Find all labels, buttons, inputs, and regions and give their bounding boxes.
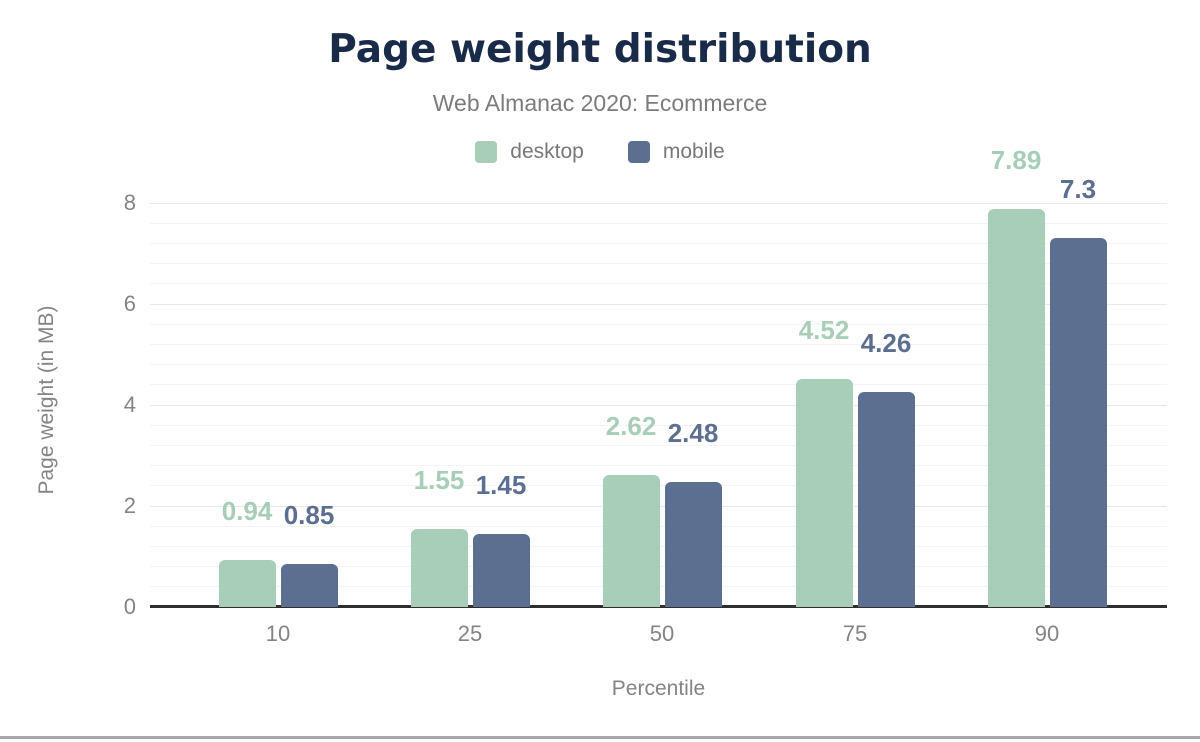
legend: desktop mobile xyxy=(0,140,1200,164)
bar-mobile-10 xyxy=(280,564,338,607)
x-tick-label-75: 75 xyxy=(842,621,868,646)
legend-item-mobile: mobile xyxy=(627,140,725,164)
major-gridline xyxy=(150,202,1167,204)
minor-gridline xyxy=(150,465,1167,467)
bar-mobile-75 xyxy=(857,391,915,607)
y-tick-label: 2 xyxy=(123,493,136,518)
legend-label-desktop: desktop xyxy=(510,140,584,163)
footer-divider xyxy=(0,736,1200,739)
bar-desktop-50 xyxy=(602,474,660,607)
chart-subtitle: Web Almanac 2020: Ecommerce xyxy=(432,90,768,116)
chart-title: Page weight distribution xyxy=(328,27,872,72)
legend-swatch-desktop-icon xyxy=(475,141,498,163)
minor-gridline xyxy=(150,424,1167,426)
y-tick-label: 4 xyxy=(123,392,136,417)
value-label-desktop-10: 0.94 xyxy=(221,495,273,526)
value-label-desktop-75: 4.52 xyxy=(798,314,850,345)
y-tick-label: 0 xyxy=(123,594,136,619)
minor-gridline xyxy=(150,343,1167,345)
y-tick-label: 6 xyxy=(123,291,136,316)
bar-mobile-25 xyxy=(472,533,530,607)
bar-mobile-50 xyxy=(664,481,722,607)
value-label-mobile-90: 7.3 xyxy=(1059,174,1097,205)
x-tick-label-10: 10 xyxy=(265,621,291,646)
legend-label-mobile: mobile xyxy=(662,140,725,163)
bar-desktop-10 xyxy=(218,559,276,607)
minor-gridline xyxy=(150,323,1167,325)
minor-gridline xyxy=(150,283,1167,285)
value-label-mobile-50: 2.48 xyxy=(667,417,719,448)
value-label-mobile-10: 0.85 xyxy=(283,500,335,531)
value-label-mobile-75: 4.26 xyxy=(860,327,912,358)
value-label-desktop-90: 7.89 xyxy=(990,144,1042,175)
minor-gridline xyxy=(150,263,1167,265)
legend-swatch-mobile-icon xyxy=(627,141,650,163)
x-axis-title: Percentile xyxy=(611,677,706,700)
minor-gridline xyxy=(150,364,1167,366)
x-tick-label-90: 90 xyxy=(1034,621,1060,646)
minor-gridline xyxy=(150,222,1167,224)
bar-desktop-25 xyxy=(410,528,468,607)
legend-item-desktop: desktop xyxy=(475,140,584,164)
value-label-desktop-50: 2.62 xyxy=(605,410,657,441)
bar-desktop-90 xyxy=(987,208,1045,607)
y-tick-label: 8 xyxy=(123,190,136,215)
value-label-desktop-25: 1.55 xyxy=(413,464,465,495)
x-tick-label-50: 50 xyxy=(649,621,675,646)
minor-gridline xyxy=(150,242,1167,244)
bar-mobile-90 xyxy=(1049,238,1107,607)
minor-gridline xyxy=(150,384,1167,386)
major-gridline xyxy=(150,303,1167,305)
value-label-mobile-25: 1.45 xyxy=(475,469,527,500)
major-gridline xyxy=(150,404,1167,406)
x-tick-label-25: 25 xyxy=(457,621,483,646)
minor-gridline xyxy=(150,444,1167,446)
y-axis-title: Page weight (in MB) xyxy=(35,305,58,495)
bar-desktop-75 xyxy=(795,378,853,607)
